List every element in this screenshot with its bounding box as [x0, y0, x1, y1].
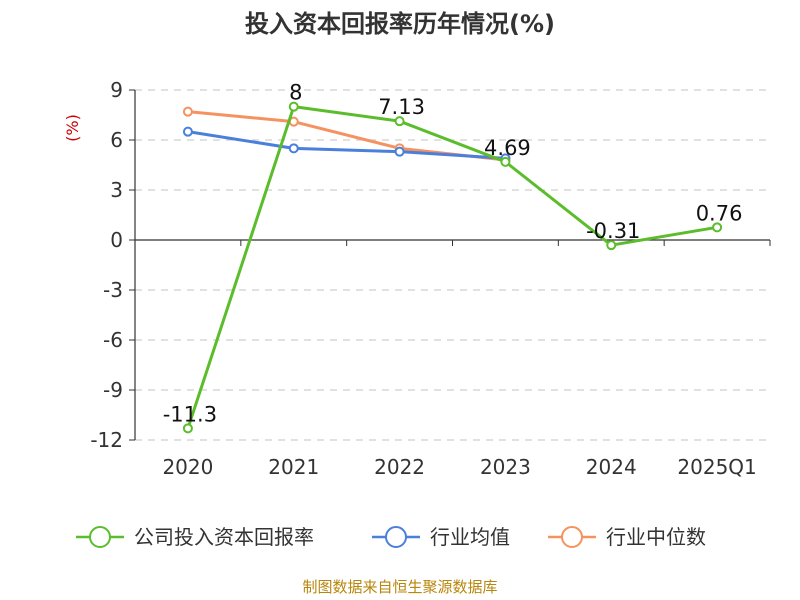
series-line-1	[187, 130, 506, 160]
data-point	[394, 146, 405, 157]
data-label: 7.13	[378, 95, 425, 119]
y-tick-label: 9	[110, 78, 123, 102]
data-point	[606, 240, 617, 251]
legend-label: 公司投入资本回报率	[134, 525, 314, 549]
series-line-2	[187, 110, 506, 162]
data-point	[288, 143, 299, 154]
x-tick-label: 2022	[374, 455, 425, 479]
data-label: 0.76	[696, 201, 743, 225]
data-label: -0.31	[586, 219, 640, 243]
data-label: -11.3	[163, 402, 217, 426]
legend: 公司投入资本回报率 行业均值 行业中位数	[76, 525, 706, 549]
y-tick-label: -9	[103, 378, 123, 402]
data-point	[712, 222, 723, 233]
legend-swatch-marker	[561, 526, 583, 548]
data-label: 8	[289, 81, 302, 105]
series-layer	[182, 101, 723, 434]
legend-item-0: 公司投入资本回报率	[76, 525, 314, 549]
data-point	[288, 101, 299, 112]
legend-label: 行业均值	[430, 525, 510, 549]
data-point	[182, 106, 193, 117]
legend-swatch-marker	[89, 526, 111, 548]
data-labels: -11.3 8 7.13 4.69 -0.31 0.76	[163, 81, 743, 427]
legend-swatch-marker	[385, 526, 407, 548]
data-point	[182, 423, 193, 434]
data-point	[500, 156, 511, 167]
x-tick-label: 2020	[162, 455, 213, 479]
source-note: 制图数据来自恒生聚源数据库	[302, 578, 497, 596]
data-point	[394, 116, 405, 127]
x-tick-label: 2023	[480, 455, 531, 479]
series-line-0	[186, 105, 718, 429]
data-point	[182, 126, 193, 137]
y-tick-label: -6	[103, 328, 123, 352]
axes: 9 6 3 0 -3 -6 -9 -12 2020 2021 2022 2023 2024 2025Q1	[90, 78, 771, 479]
x-tick-label: 2025Q1	[677, 455, 756, 479]
legend-item-2: 行业中位数	[548, 525, 706, 549]
legend-item-1: 行业均值	[372, 525, 510, 549]
data-label: 4.69	[484, 136, 531, 160]
y-tick-label: -3	[103, 278, 123, 302]
x-tick-label: 2021	[268, 455, 319, 479]
legend-label: 行业中位数	[606, 525, 706, 549]
y-axis-unit: (%)	[63, 114, 82, 142]
chart-title: 投入资本回报率历年情况(%)	[245, 10, 555, 38]
y-tick-label: 0	[110, 228, 123, 252]
y-tick-label: 6	[110, 128, 123, 152]
y-tick-label: -12	[90, 428, 123, 452]
y-tick-label: 3	[110, 178, 123, 202]
x-tick-label: 2024	[586, 455, 637, 479]
